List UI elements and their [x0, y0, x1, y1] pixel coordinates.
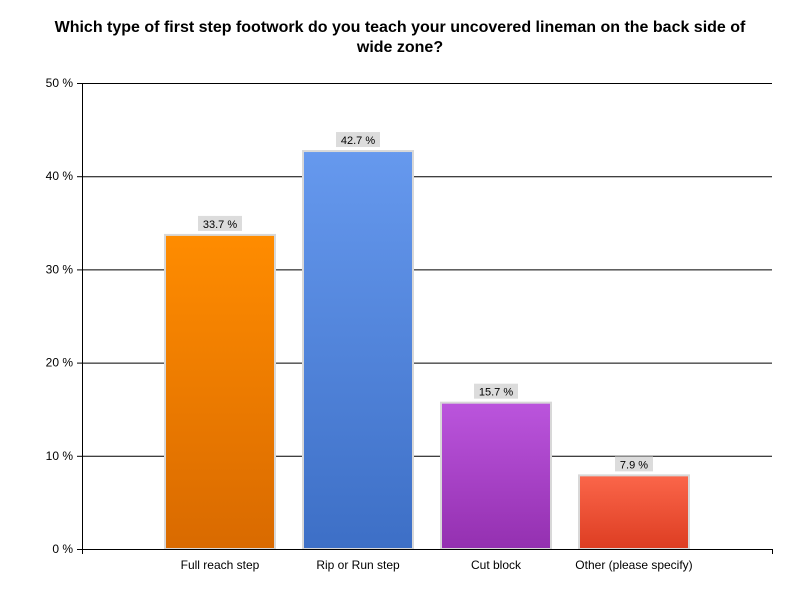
category-label: Full reach step [181, 558, 260, 572]
bar [578, 474, 690, 551]
labels: 0 % 10 % 20 % 30 % 40 % 50 % 33.7 % Full reach … [46, 76, 693, 572]
y-tick-label: 10 % [46, 449, 74, 463]
bar [440, 401, 552, 550]
y-tick-label: 30 % [46, 262, 74, 276]
data-label: 42.7 % [341, 135, 375, 147]
category-label: Cut block [471, 558, 522, 572]
y-tick-label: 40 % [46, 169, 74, 183]
bars [164, 150, 690, 551]
chart-title: Which type of first step footwork do you… [54, 19, 746, 56]
data-label: 15.7 % [479, 387, 513, 399]
data-label-box [615, 456, 653, 472]
data-label: 7.9 % [620, 459, 648, 471]
axes [77, 83, 773, 554]
data-label-box [474, 383, 518, 399]
data-label-box [336, 132, 380, 148]
y-tick-label: 20 % [46, 356, 74, 370]
data-label: 33.7 % [203, 219, 237, 231]
y-tick-label: 0 % [52, 542, 73, 556]
category-label: Other (please specify) [575, 558, 692, 572]
category-label: Rip or Run step [316, 558, 400, 572]
data-label-box [198, 215, 242, 231]
y-tick-label: 50 % [46, 76, 74, 90]
bar [302, 150, 414, 550]
bar [164, 233, 276, 551]
